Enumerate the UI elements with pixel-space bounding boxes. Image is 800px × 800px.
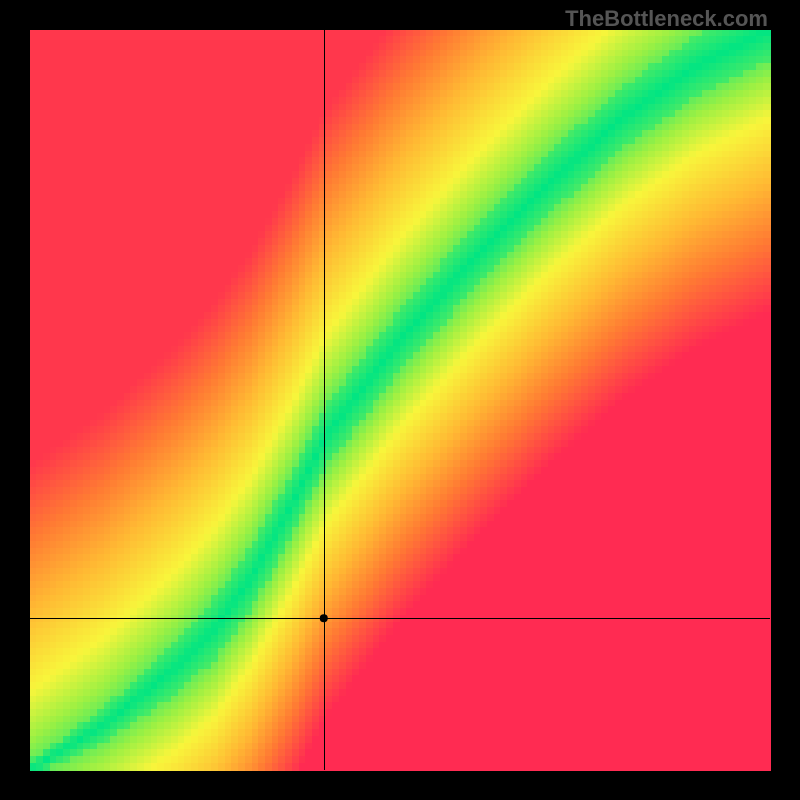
watermark-text: TheBottleneck.com <box>565 6 768 32</box>
bottleneck-heatmap <box>0 0 800 800</box>
